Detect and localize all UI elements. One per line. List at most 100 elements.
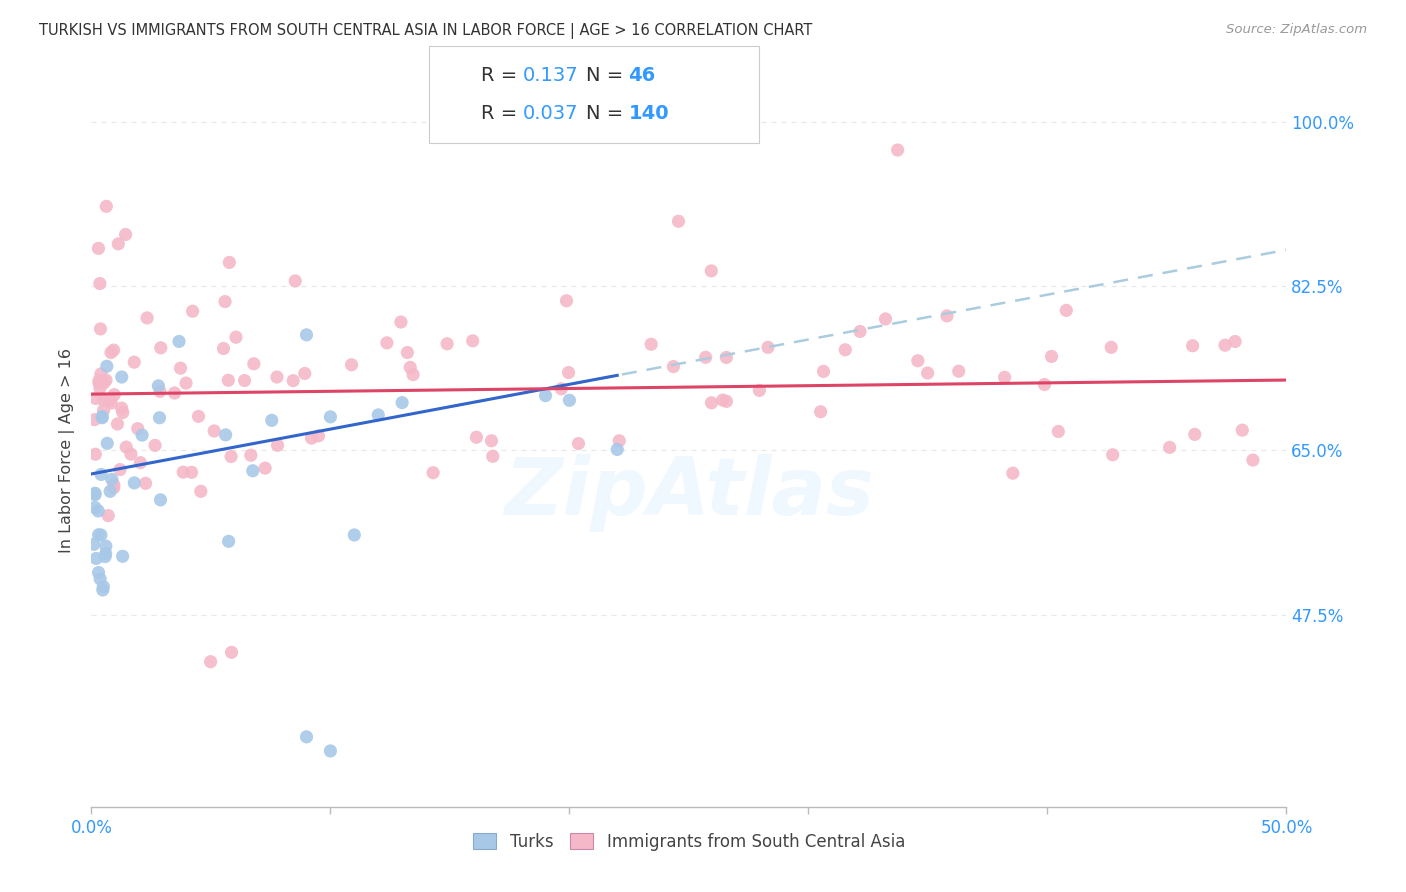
Point xyxy=(94,547,117,561)
Point xyxy=(550,382,572,396)
Point xyxy=(122,355,145,369)
Point xyxy=(91,582,114,597)
Point xyxy=(90,467,112,482)
Point xyxy=(557,366,579,380)
Point xyxy=(1213,338,1236,352)
Point xyxy=(239,448,262,462)
Point xyxy=(886,143,908,157)
Point xyxy=(96,199,118,213)
Point xyxy=(558,393,581,408)
Point xyxy=(181,304,204,318)
Point xyxy=(1099,340,1122,354)
Text: R =: R = xyxy=(481,66,523,86)
Point xyxy=(97,508,120,523)
Point xyxy=(834,343,856,357)
Point xyxy=(700,396,723,410)
Point xyxy=(131,428,153,442)
Point xyxy=(233,374,256,388)
Point xyxy=(94,539,117,553)
Point xyxy=(90,367,112,381)
Point xyxy=(148,379,170,393)
Point xyxy=(1040,350,1063,364)
Point xyxy=(96,436,118,450)
Y-axis label: In Labor Force | Age > 16: In Labor Force | Age > 16 xyxy=(59,348,76,553)
Text: 0.137: 0.137 xyxy=(523,66,579,86)
Point xyxy=(254,461,277,475)
Point xyxy=(217,373,239,387)
Point xyxy=(422,466,444,480)
Point xyxy=(98,484,121,499)
Point xyxy=(163,386,186,401)
Point xyxy=(640,337,662,351)
Point xyxy=(169,361,191,376)
Legend: Turks, Immigrants from South Central Asia: Turks, Immigrants from South Central Asi… xyxy=(467,826,911,857)
Point xyxy=(849,325,872,339)
Point xyxy=(172,465,194,479)
Point xyxy=(436,336,458,351)
Point xyxy=(936,309,959,323)
Point xyxy=(107,417,129,431)
Point xyxy=(295,327,318,342)
Point xyxy=(461,334,484,348)
Point xyxy=(1047,425,1070,439)
Point xyxy=(149,492,172,507)
Point xyxy=(94,373,117,387)
Point xyxy=(129,456,152,470)
Point xyxy=(481,434,503,448)
Point xyxy=(89,381,111,395)
Point xyxy=(89,277,111,291)
Point xyxy=(260,413,283,427)
Point xyxy=(103,343,125,357)
Text: N =: N = xyxy=(586,66,630,86)
Point xyxy=(307,429,329,443)
Point xyxy=(83,537,105,551)
Point xyxy=(84,488,107,502)
Point xyxy=(219,450,242,464)
Point xyxy=(103,481,125,495)
Point xyxy=(662,359,685,374)
Point xyxy=(1241,453,1264,467)
Point xyxy=(100,396,122,410)
Point xyxy=(1223,334,1246,349)
Point xyxy=(1101,448,1123,462)
Point xyxy=(294,367,316,381)
Point xyxy=(187,409,209,424)
Point xyxy=(756,340,779,354)
Point xyxy=(375,335,398,350)
Point xyxy=(87,376,110,390)
Point xyxy=(103,387,125,401)
Point xyxy=(1159,441,1181,455)
Point xyxy=(994,370,1017,384)
Point xyxy=(111,401,134,415)
Point xyxy=(200,655,222,669)
Point xyxy=(214,427,236,442)
Point xyxy=(167,334,190,349)
Point xyxy=(295,730,318,744)
Point xyxy=(108,462,131,476)
Point xyxy=(534,389,557,403)
Point xyxy=(180,466,202,480)
Point xyxy=(98,393,121,408)
Point xyxy=(84,551,107,566)
Point xyxy=(91,409,114,424)
Point xyxy=(1232,423,1254,437)
Point xyxy=(93,393,115,408)
Point xyxy=(91,410,114,425)
Point xyxy=(555,293,578,308)
Point xyxy=(1181,339,1204,353)
Text: Source: ZipAtlas.com: Source: ZipAtlas.com xyxy=(1226,23,1367,37)
Point xyxy=(202,424,225,438)
Point xyxy=(93,580,114,594)
Point xyxy=(319,744,342,758)
Point xyxy=(84,392,107,406)
Point xyxy=(111,405,134,419)
Text: ZipAtlas: ZipAtlas xyxy=(503,454,875,533)
Point xyxy=(700,264,723,278)
Point xyxy=(266,438,288,452)
Point xyxy=(283,374,305,388)
Point xyxy=(96,359,118,374)
Point xyxy=(907,353,929,368)
Point xyxy=(87,566,110,580)
Point xyxy=(716,351,738,365)
Text: 0.037: 0.037 xyxy=(523,103,578,123)
